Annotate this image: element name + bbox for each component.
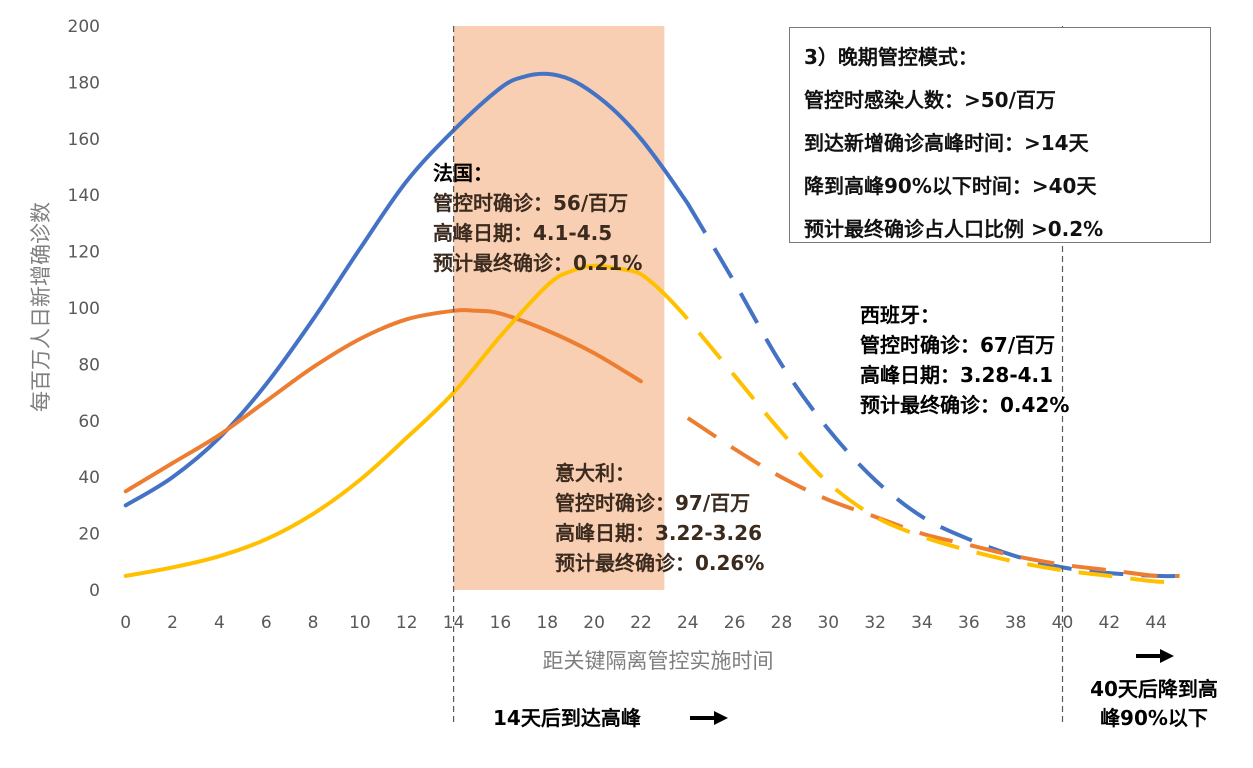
series-0-line xyxy=(123,71,690,508)
info-box-line: 管控时感染人数：>50/百万 xyxy=(804,88,1056,112)
annotation-france-line: 预计最终确诊：0.21% xyxy=(433,251,642,275)
right-arrow-icon xyxy=(690,711,728,725)
decline-time-note: 峰90%以下 xyxy=(1100,706,1208,730)
annotation-spain: 西班牙： 管控时确诊：67/百万 高峰日期：3.28-4.1 预计最终确诊：0.… xyxy=(860,303,1069,417)
x-tick-label: 34 xyxy=(911,613,933,633)
annotation-france: 法国： 管控时确诊：56/百万 高峰日期：4.1-4.5 预计最终确诊：0.21… xyxy=(433,161,642,275)
annotation-italy-line: 管控时确诊：97/百万 xyxy=(555,491,750,515)
y-tick-label: 200 xyxy=(68,17,100,37)
x-tick-label: 36 xyxy=(958,613,980,633)
annotation-italy-title: 意大利： xyxy=(555,461,635,485)
annotation-italy: 意大利： 管控时确诊：97/百万 高峰日期：3.22-3.26 预计最终确诊：0… xyxy=(555,461,764,575)
y-axis-title: 每百万人日新增确诊数 xyxy=(29,202,53,412)
series-0-projection-line xyxy=(686,202,1180,579)
x-tick-label: 30 xyxy=(817,613,839,633)
x-tick-label: 26 xyxy=(724,613,746,633)
highlight-band xyxy=(453,26,665,590)
y-tick-label: 40 xyxy=(78,468,100,488)
info-box-line: 降到高峰90%以下时间：>40天 xyxy=(804,174,1097,198)
decline-time-note: 40天后降到高 xyxy=(1090,677,1218,701)
peak-time-note: 14天后到达高峰 xyxy=(493,706,641,730)
series-2-projection-line xyxy=(662,292,1180,584)
right-arrow-icon xyxy=(1136,649,1174,663)
y-tick-label: 80 xyxy=(78,355,100,375)
x-tick-label: 32 xyxy=(864,613,886,633)
x-tick-label: 16 xyxy=(490,613,512,633)
x-tick-label: 38 xyxy=(1005,613,1027,633)
x-tick-label: 8 xyxy=(308,613,319,633)
y-tick-label: 180 xyxy=(68,73,100,93)
annotation-italy-line: 预计最终确诊：0.26% xyxy=(555,551,764,575)
x-tick-label: 40 xyxy=(1052,613,1074,633)
x-tick-label: 22 xyxy=(630,613,652,633)
info-box-title: 3）晚期管控模式： xyxy=(804,45,978,69)
annotation-france-line: 管控时确诊：56/百万 xyxy=(433,191,628,215)
x-tick-label: 0 xyxy=(120,613,131,633)
info-box-line: 预计最终确诊占人口比例 >0.2% xyxy=(804,217,1104,241)
annotation-italy-line: 高峰日期：3.22-3.26 xyxy=(555,521,762,545)
x-tick-label: 44 xyxy=(1145,613,1167,633)
annotation-spain-line: 管控时确诊：67/百万 xyxy=(860,333,1055,357)
y-tick-label: 140 xyxy=(68,186,100,206)
x-tick-label: 24 xyxy=(677,613,699,633)
annotation-france-line: 高峰日期：4.1-4.5 xyxy=(433,221,612,245)
y-tick-label: 120 xyxy=(68,243,100,263)
x-tick-label: 28 xyxy=(771,613,793,633)
y-tick-label: 100 xyxy=(68,299,100,319)
x-tick-label: 20 xyxy=(583,613,605,633)
x-tick-label: 42 xyxy=(1099,613,1121,633)
annotation-spain-title: 西班牙： xyxy=(860,303,940,327)
x-tick-label: 18 xyxy=(536,613,558,633)
x-axis-title: 距关键隔离管控实施时间 xyxy=(543,649,774,673)
y-tick-label: 160 xyxy=(68,130,100,150)
series-1-projection-line xyxy=(686,416,1180,579)
x-tick-label: 2 xyxy=(167,613,178,633)
x-tick-label: 14 xyxy=(443,613,465,633)
annotation-spain-line: 预计最终确诊：0.42% xyxy=(860,393,1069,417)
x-tick-label: 12 xyxy=(396,613,418,633)
x-tick-label: 6 xyxy=(261,613,272,633)
y-tick-label: 20 xyxy=(78,525,100,545)
annotation-france-title: 法国： xyxy=(433,161,493,185)
info-box-line: 到达新增确诊高峰时间：>14天 xyxy=(804,131,1089,155)
x-tick-label: 4 xyxy=(214,613,225,633)
late-control-info-box: 3）晚期管控模式： 管控时感染人数：>50/百万 到达新增确诊高峰时间：>14天… xyxy=(789,27,1211,243)
annotation-spain-line: 高峰日期：3.28-4.1 xyxy=(860,363,1053,387)
series-1-line xyxy=(123,308,643,494)
x-tick-label: 10 xyxy=(349,613,371,633)
series-2-line xyxy=(123,263,667,578)
y-tick-label: 0 xyxy=(89,581,100,601)
y-tick-label: 60 xyxy=(78,412,100,432)
